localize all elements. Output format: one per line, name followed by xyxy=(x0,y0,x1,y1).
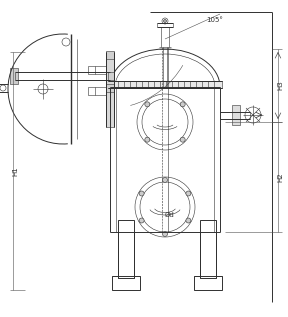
Bar xyxy=(196,81,202,88)
Bar xyxy=(88,66,106,74)
Bar xyxy=(208,81,214,88)
Circle shape xyxy=(164,20,166,23)
Bar xyxy=(106,51,114,59)
Text: Ød: Ød xyxy=(165,212,175,218)
Circle shape xyxy=(186,218,191,223)
Bar xyxy=(136,81,142,88)
Text: H2: H2 xyxy=(277,172,283,182)
Circle shape xyxy=(139,191,144,196)
Text: H3: H3 xyxy=(277,81,283,90)
Circle shape xyxy=(162,231,168,236)
Bar xyxy=(88,87,106,95)
Bar xyxy=(106,52,114,127)
Circle shape xyxy=(145,102,150,107)
Bar xyxy=(172,81,178,88)
Bar xyxy=(124,81,130,88)
Bar xyxy=(10,68,18,84)
Bar xyxy=(194,276,222,290)
Bar xyxy=(232,105,240,125)
Bar xyxy=(118,220,134,278)
Circle shape xyxy=(186,191,191,196)
Bar xyxy=(108,81,222,88)
Bar xyxy=(112,276,140,290)
Bar xyxy=(106,84,114,92)
Text: H1: H1 xyxy=(12,166,18,176)
Text: 105°: 105° xyxy=(206,17,223,23)
Bar xyxy=(108,72,114,80)
Bar xyxy=(160,81,166,88)
Circle shape xyxy=(180,102,185,107)
Circle shape xyxy=(162,178,168,183)
Bar xyxy=(148,81,154,88)
Bar xyxy=(200,220,216,278)
Circle shape xyxy=(139,218,144,223)
Bar xyxy=(184,81,190,88)
Circle shape xyxy=(145,137,150,142)
Bar xyxy=(112,81,118,88)
Circle shape xyxy=(180,137,185,142)
